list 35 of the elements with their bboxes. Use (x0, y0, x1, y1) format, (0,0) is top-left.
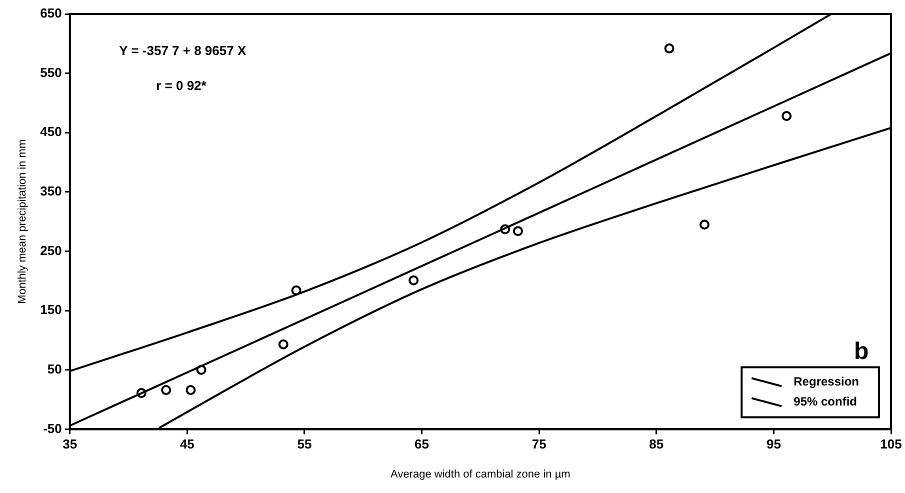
x-tick-label: 45 (180, 436, 194, 452)
point (512, 226, 523, 236)
point (500, 224, 510, 234)
point (291, 285, 302, 296)
x-tick-label: 95 (766, 436, 781, 452)
annotation: Y = -357 7 + 8 9657 X (119, 42, 246, 58)
x-tick-label: 35 (62, 436, 78, 452)
point (196, 364, 206, 375)
y-axis-title: Monthly mean precipitation in mm (16, 139, 29, 304)
annotation: r = 0 92* (156, 78, 208, 94)
point (782, 111, 792, 122)
y-tick-label: 250 (40, 242, 62, 258)
x-tick-label: 55 (297, 436, 312, 452)
point (408, 275, 419, 286)
y-tick-label: -50 (43, 420, 62, 436)
y-tick-label: 550 (40, 64, 62, 80)
point (136, 388, 146, 398)
x-axis-title: Average width of cambial zone in µm (390, 468, 570, 480)
y-tick-label: 650 (40, 6, 62, 21)
y-tick-label: 350 (40, 184, 62, 199)
point (278, 339, 288, 350)
legend-label: 95% confid (794, 394, 858, 409)
point (699, 220, 710, 230)
y-tick-label: 150 (40, 302, 62, 318)
y-tick-label: 450 (40, 124, 62, 140)
legend-label: Regression (794, 374, 860, 389)
point (186, 385, 196, 396)
x-tick-label: 105 (880, 436, 902, 452)
x-tick-label: 85 (649, 436, 664, 452)
point (664, 43, 674, 54)
x-tick-label: 65 (414, 436, 430, 452)
x-tick-label: 75 (532, 436, 546, 452)
annotation: b (854, 338, 869, 366)
point (161, 385, 172, 396)
y-tick-label: 50 (47, 361, 62, 376)
